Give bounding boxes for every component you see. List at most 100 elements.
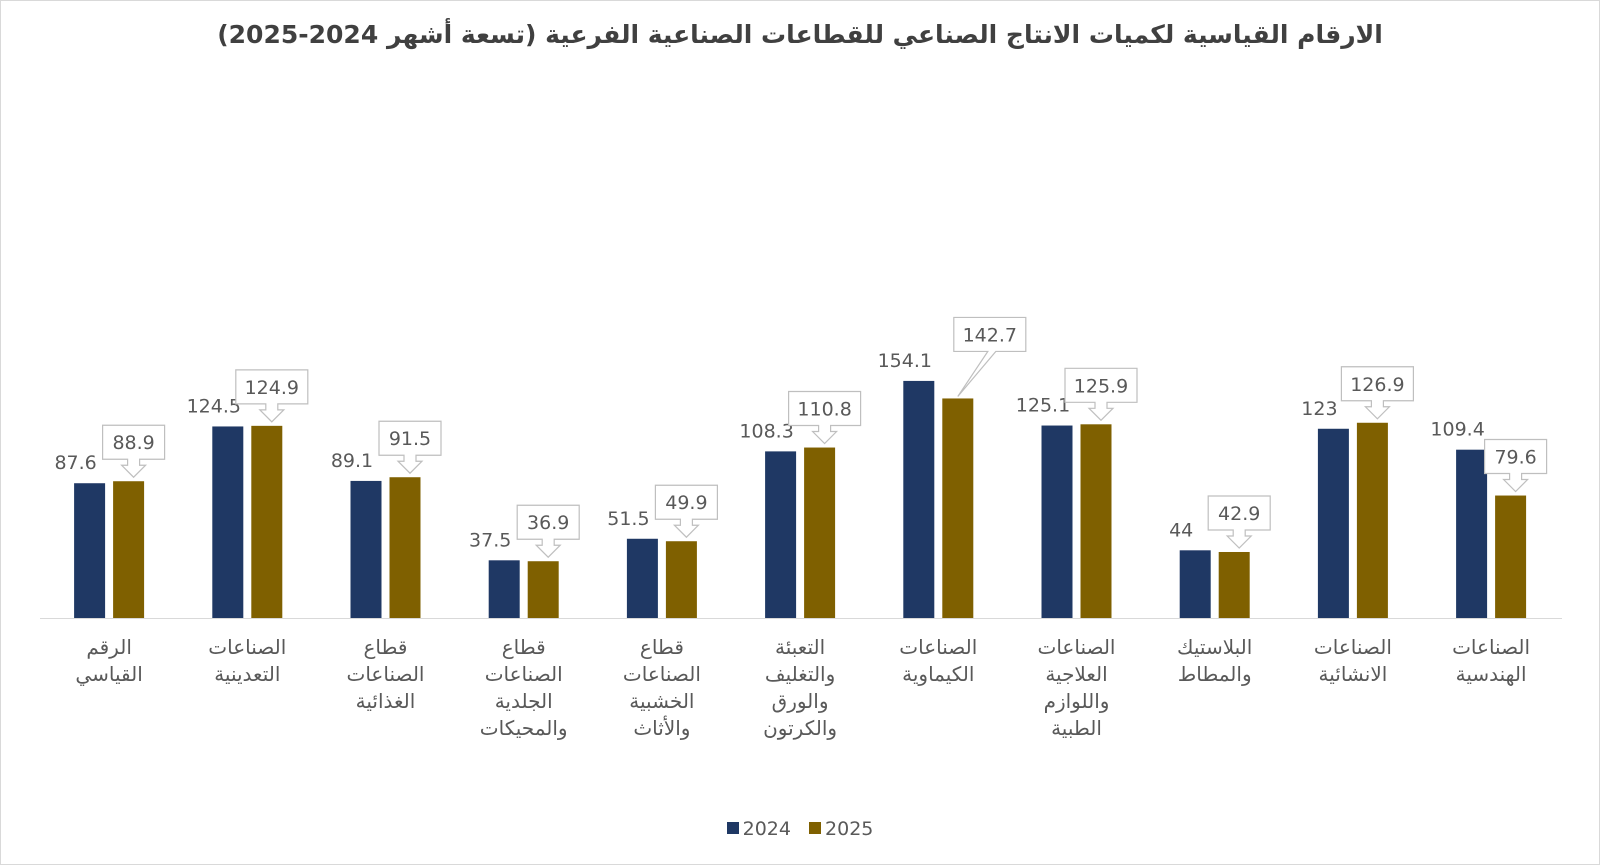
callout-2025-3	[516, 504, 580, 559]
category-label-line: الغذائية	[356, 689, 416, 713]
category-label-line: الصناعات	[347, 662, 425, 686]
legend-label-2024: 2024	[742, 818, 791, 840]
data-label-2024-3: 37.5	[469, 529, 511, 551]
chart-title: الارقام القياسية لكميات الانتاج الصناعي …	[217, 20, 1383, 49]
bar-2024-1	[212, 426, 244, 618]
data-label-2025-3: 36.9	[527, 512, 569, 534]
bar-2025-1	[251, 425, 283, 618]
data-label-2024-0: 87.6	[54, 452, 96, 474]
legend-swatch-2025	[809, 821, 822, 834]
category-label-line: القياسي	[75, 662, 142, 687]
data-label-2025-1: 124.9	[245, 377, 299, 399]
category-label-7: الصناعات العلاجية واللوازم الطبية	[1038, 635, 1116, 740]
category-label-line: والكرتون	[763, 716, 837, 740]
bar-2024-10	[1456, 449, 1488, 618]
category-label-3: قطاع الصناعات الجلدية والمحيكات	[480, 635, 568, 740]
category-label-4: قطاع الصناعات الخشبية والأثاث	[623, 635, 701, 740]
category-label-line: والمطاط	[1178, 662, 1252, 686]
data-label-2024-10: 109.4	[1430, 419, 1484, 441]
data-label-2025-0: 88.9	[112, 432, 154, 454]
data-label-2025-10: 79.6	[1494, 447, 1536, 469]
category-label-line: الصناعات	[1314, 635, 1392, 659]
data-label-2025-2: 91.5	[389, 428, 431, 450]
data-label-2025-9: 126.9	[1350, 374, 1404, 396]
category-label-line: العلاجية	[1045, 662, 1107, 686]
category-label-line: الهندسية	[1456, 662, 1527, 686]
category-label-line: الجلدية	[495, 689, 553, 713]
bar-2024-0	[74, 483, 106, 618]
category-label-1: الصناعات التعدينية	[208, 635, 286, 686]
bar-2025-6	[942, 398, 974, 618]
category-label-line: البلاستيك	[1177, 635, 1252, 659]
category-label-line: والمحيكات	[480, 716, 568, 740]
category-label-line: الكيماوية	[902, 662, 974, 686]
data-label-2024-4: 51.5	[607, 508, 649, 530]
data-label-2024-1: 124.5	[187, 395, 241, 417]
category-label-10: الصناعات الهندسية	[1452, 635, 1530, 686]
data-label-2025-6: 142.7	[963, 324, 1017, 346]
data-label-2024-5: 108.3	[739, 420, 793, 442]
legend-label-2025: 2025	[825, 818, 874, 840]
callout-2025-2	[378, 420, 442, 475]
callout-2025-0	[102, 424, 166, 479]
callout-2025-7	[1064, 367, 1138, 422]
bar-2025-3	[527, 561, 559, 618]
bar-2024-6	[903, 380, 935, 618]
category-label-line: الصناعات	[1452, 635, 1530, 659]
legend: 2024 2025	[0, 818, 1600, 840]
category-label-line: الانشائية	[1319, 662, 1388, 686]
bar-2024-8	[1179, 550, 1211, 618]
category-label-line: التعدينية	[214, 662, 280, 686]
data-label-2025-7: 125.9	[1074, 375, 1128, 397]
category-label-0: الرقم القياسي	[75, 635, 142, 687]
category-label-9: الصناعات الانشائية	[1314, 635, 1392, 686]
bar-2025-8	[1218, 551, 1250, 618]
data-label-2025-8: 42.9	[1218, 503, 1260, 525]
callout-2025-5	[788, 390, 862, 445]
bar-2025-9	[1356, 422, 1388, 618]
bar-2025-2	[389, 477, 421, 618]
category-label-line: الصناعات	[1038, 635, 1116, 659]
bar-2025-0	[113, 481, 145, 618]
category-label-line: الصناعات	[208, 635, 286, 659]
bar-2024-2	[350, 480, 382, 618]
bar-2025-7	[1080, 424, 1112, 618]
bar-2024-4	[626, 538, 658, 618]
legend-item-2025: 2025	[809, 818, 873, 840]
category-label-line: والأثاث	[633, 716, 690, 740]
category-label-line: الصناعات	[485, 662, 563, 686]
bar-2024-7	[1041, 425, 1073, 618]
callout-2025-10	[1484, 438, 1548, 493]
callout-2025-9	[1340, 366, 1414, 420]
data-label-2025-5: 110.8	[797, 399, 851, 421]
data-label-2024-2: 89.1	[331, 450, 373, 472]
callout-2025-6	[953, 316, 1027, 397]
callout-2025-4	[654, 484, 718, 539]
category-label-line: قطاع	[640, 635, 684, 659]
category-label-line: الخشبية	[629, 689, 694, 713]
data-label-2024-9: 123	[1301, 398, 1337, 420]
legend-swatch-2024	[726, 821, 739, 834]
legend-item-2024: 2024	[726, 818, 791, 840]
callout-2025-8	[1207, 495, 1271, 549]
data-label-2024-7: 125.1	[1016, 395, 1070, 417]
category-label-line: قطاع	[502, 635, 546, 659]
category-label-line: الرقم	[86, 635, 132, 659]
category-label-8: البلاستيك والمطاط	[1177, 635, 1252, 686]
bar-2025-5	[804, 447, 836, 618]
category-label-2: قطاع الصناعات الغذائية	[347, 635, 425, 713]
bar-2024-3	[488, 560, 520, 618]
bar-2025-10	[1495, 495, 1527, 618]
category-label-line: الصناعات	[899, 635, 977, 659]
bar-2025-4	[665, 541, 697, 618]
category-label-5: التعبئة والتغليف والورق والكرتون	[763, 635, 837, 740]
data-label-2024-6: 154.1	[878, 350, 932, 372]
category-label-line: قطاع	[364, 635, 408, 659]
category-label-line: الطبية	[1051, 716, 1102, 740]
bar-2024-5	[765, 451, 797, 618]
category-label-line: والورق	[772, 689, 829, 713]
category-label-line: التعبئة	[775, 635, 825, 659]
category-label-line: الصناعات	[623, 662, 701, 686]
category-label-line: والتغليف	[765, 662, 835, 686]
